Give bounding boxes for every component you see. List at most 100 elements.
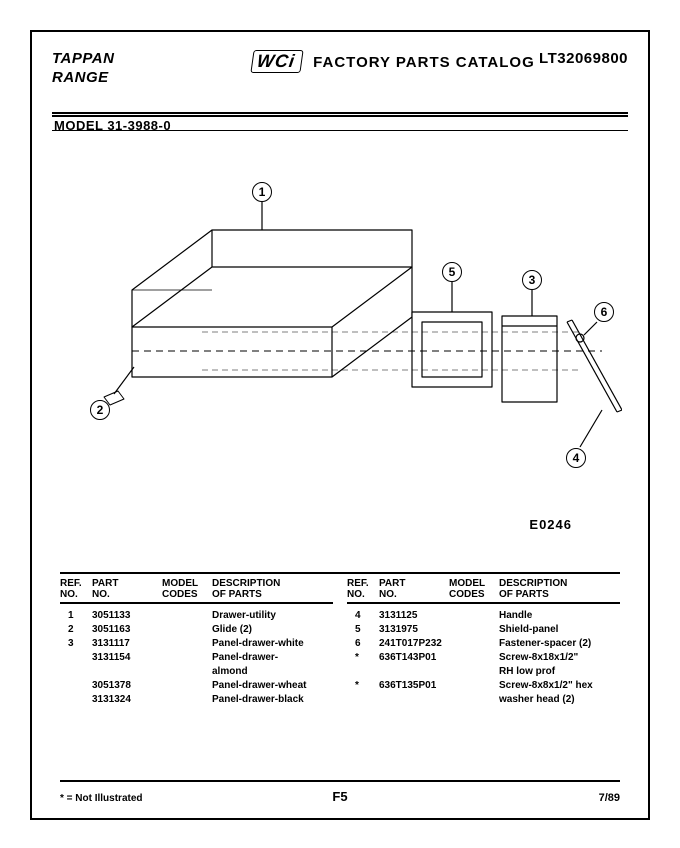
td-ref <box>60 652 92 666</box>
td-model <box>162 694 212 708</box>
td-model <box>162 652 212 666</box>
page-border: TAPPAN RANGE WCi FACTORY PARTS CATALOG L… <box>30 30 650 820</box>
exploded-diagram: 1 2 3 4 5 6 E0246 <box>62 162 622 542</box>
td-part: 636T135P01 <box>379 680 449 694</box>
td-model <box>449 694 499 708</box>
table-row: 6241T017P232 Fastener-spacer (2) <box>347 638 620 652</box>
td-ref <box>60 694 92 708</box>
catalog-number: LT32069800 <box>539 50 628 67</box>
td-part: 241T017P232 <box>379 638 449 652</box>
callout-5: 5 <box>442 262 462 282</box>
th-ref: REF. NO. <box>60 578 92 600</box>
td-desc: RH low prof <box>499 666 620 680</box>
td-desc: Glide (2) <box>212 624 333 638</box>
td-ref: * <box>347 680 379 694</box>
td-desc: Panel-drawer-white <box>212 638 333 652</box>
td-desc: Screw-8x18x1/2" <box>499 652 620 666</box>
td-model <box>162 610 212 624</box>
td-desc: Drawer-utility <box>212 610 333 624</box>
header-rule-thin <box>52 130 628 131</box>
th-model: MODEL CODES <box>162 578 212 600</box>
td-part: 3051163 <box>92 624 162 638</box>
table-row: 23051163 Glide (2) <box>60 624 333 638</box>
td-ref <box>347 666 379 680</box>
catalog-title-text: FACTORY PARTS CATALOG <box>313 54 535 71</box>
td-part: 3131117 <box>92 638 162 652</box>
td-part <box>379 694 449 708</box>
table-right: REF. NO. PART NO. MODEL CODES DESCRIPTIO… <box>347 574 620 708</box>
td-ref: 1 <box>60 610 92 624</box>
table-row: washer head (2) <box>347 694 620 708</box>
table-row: RH low prof <box>347 666 620 680</box>
td-desc: Panel-drawer-wheat <box>212 680 333 694</box>
table-row: *636T135P01 Screw-8x8x1/2" hex <box>347 680 620 694</box>
td-ref: * <box>347 652 379 666</box>
diagram-svg <box>62 162 622 542</box>
td-model <box>449 652 499 666</box>
callout-4: 4 <box>566 448 586 468</box>
td-part <box>92 666 162 680</box>
td-part: 3051133 <box>92 610 162 624</box>
td-desc: Panel-drawer-black <box>212 694 333 708</box>
td-model <box>449 680 499 694</box>
td-ref: 5 <box>347 624 379 638</box>
td-model <box>449 624 499 638</box>
td-model <box>162 666 212 680</box>
parts-table: REF. NO. PART NO. MODEL CODES DESCRIPTIO… <box>60 572 620 708</box>
footer-rule <box>60 780 620 782</box>
td-model <box>162 624 212 638</box>
td-ref <box>60 680 92 694</box>
table-row: 3131324 Panel-drawer-black <box>60 694 333 708</box>
footer-date: 7/89 <box>599 792 620 804</box>
table-row: 43131125 Handle <box>347 610 620 624</box>
td-part: 3131154 <box>92 652 162 666</box>
table-head-right: REF. NO. PART NO. MODEL CODES DESCRIPTIO… <box>347 574 620 602</box>
table-row: 33131117 Panel-drawer-white <box>60 638 333 652</box>
table-row: 13051133 Drawer-utility <box>60 610 333 624</box>
table-body-left: 13051133Drawer-utility23051163Glide (2)3… <box>60 604 333 708</box>
th-desc: DESCRIPTION OF PARTS <box>212 578 333 600</box>
table-row: 3051378 Panel-drawer-wheat <box>60 680 333 694</box>
td-model <box>449 638 499 652</box>
table-body-right: 43131125Handle53131975Shield-panel6241T0… <box>347 604 620 708</box>
header: TAPPAN RANGE WCi FACTORY PARTS CATALOG L… <box>52 50 628 110</box>
catalog-title: WCi FACTORY PARTS CATALOG <box>252 50 535 73</box>
table-row: 53131975 Shield-panel <box>347 624 620 638</box>
td-model <box>162 638 212 652</box>
td-ref <box>347 694 379 708</box>
td-ref: 6 <box>347 638 379 652</box>
th-model: MODEL CODES <box>449 578 499 600</box>
td-model <box>449 666 499 680</box>
td-desc: Screw-8x8x1/2" hex <box>499 680 620 694</box>
td-part: 3131125 <box>379 610 449 624</box>
table-row: *636T143P01 Screw-8x18x1/2" <box>347 652 620 666</box>
td-part: 3131975 <box>379 624 449 638</box>
td-desc: washer head (2) <box>499 694 620 708</box>
footer-page: F5 <box>32 789 648 804</box>
td-model <box>162 680 212 694</box>
table-row: 3131154 Panel-drawer- <box>60 652 333 666</box>
td-ref <box>60 666 92 680</box>
td-desc: Shield-panel <box>499 624 620 638</box>
td-desc: Fastener-spacer (2) <box>499 638 620 652</box>
callout-1: 1 <box>252 182 272 202</box>
callout-3: 3 <box>522 270 542 290</box>
table-left: REF. NO. PART NO. MODEL CODES DESCRIPTIO… <box>60 574 333 708</box>
td-ref: 4 <box>347 610 379 624</box>
td-part: 636T143P01 <box>379 652 449 666</box>
callout-6: 6 <box>594 302 614 322</box>
td-desc: Handle <box>499 610 620 624</box>
th-ref: REF. NO. <box>347 578 379 600</box>
th-desc: DESCRIPTION OF PARTS <box>499 578 620 600</box>
td-part: 3051378 <box>92 680 162 694</box>
td-part <box>379 666 449 680</box>
td-desc: Panel-drawer- <box>212 652 333 666</box>
callout-2: 2 <box>90 400 110 420</box>
td-ref: 2 <box>60 624 92 638</box>
td-part: 3131324 <box>92 694 162 708</box>
td-ref: 3 <box>60 638 92 652</box>
figure-ref: E0246 <box>529 517 572 532</box>
wci-logo: WCi <box>250 50 303 73</box>
header-rule-thick <box>52 112 628 117</box>
table-row: almond <box>60 666 333 680</box>
